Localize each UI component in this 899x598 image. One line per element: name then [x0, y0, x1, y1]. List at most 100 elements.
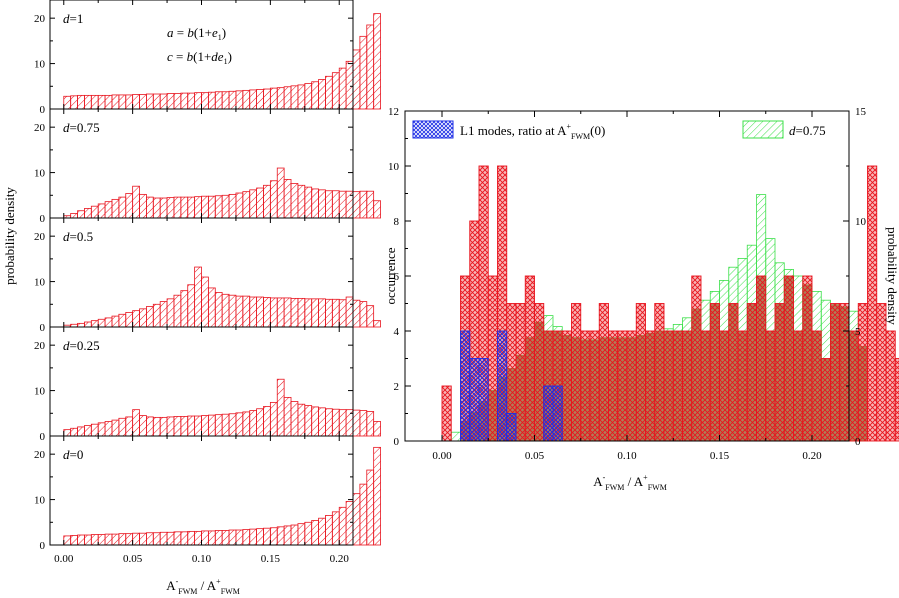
- panel-2-bar: [269, 180, 278, 219]
- panel-4-bar: [207, 414, 216, 437]
- right-y-tick-label: 10: [388, 161, 400, 173]
- panel-3-bar: [331, 298, 340, 328]
- legend-d-075: d=0.75: [742, 120, 826, 139]
- panel-4-bar: [104, 421, 113, 437]
- red-bar: [793, 330, 804, 442]
- panel-2-bar: [221, 194, 230, 219]
- panel-3-bar: [104, 317, 113, 328]
- panel-5-bar: [77, 534, 85, 546]
- panel-5-bar: [139, 532, 147, 546]
- red-bar: [894, 358, 899, 442]
- red-bar: [654, 303, 665, 442]
- panel-2-bar: [325, 190, 333, 219]
- red-bar: [830, 303, 841, 442]
- panel-2-bar: [331, 190, 340, 219]
- panel-3-bar: [187, 284, 196, 328]
- panel-2-bar: [290, 183, 299, 219]
- panel-5-bar: [228, 529, 237, 546]
- panel-1-bar: [235, 90, 244, 110]
- legend-green-label: d=0.75: [789, 123, 826, 138]
- panel-1-bar: [139, 94, 147, 110]
- panel-5-bar: [187, 530, 196, 546]
- red-bar: [848, 330, 859, 442]
- panel-2: 0 10 20 d=0.75: [34, 108, 381, 225]
- panel-3-bar: [373, 320, 381, 328]
- panel-1-bar: [373, 13, 381, 110]
- panel-4-bar: [77, 426, 85, 437]
- panel-3-bar: [118, 313, 127, 328]
- panel-4-bar: [187, 415, 196, 437]
- right-xlabel: A-FWM / A+FWM: [593, 473, 667, 492]
- right-y-tick-label: 2: [394, 381, 400, 393]
- panel-1-bar: [159, 93, 168, 110]
- panel-1-bar: [221, 91, 230, 110]
- panel-4-bar: [359, 410, 368, 437]
- panel-5-bar: [125, 533, 134, 546]
- y-tick-label: 10: [34, 277, 46, 289]
- panel-3-bar: [290, 297, 299, 328]
- panel-5-bar: [290, 524, 299, 546]
- panel-5-bar: [194, 530, 202, 546]
- panel-1-bar: [263, 88, 271, 110]
- panel-5-bar: [269, 527, 278, 546]
- panel-4-bar: [269, 401, 278, 437]
- panel-3-bar: [228, 294, 237, 328]
- panel-4-bar: [263, 406, 271, 437]
- right-y-right-tick-label: 5: [855, 326, 861, 338]
- panel-3: 0 10 20 d=0.5: [34, 217, 381, 334]
- panel-1-bar: [70, 95, 78, 110]
- y-tick-label: 20: [34, 231, 46, 243]
- panel-5-bar: [242, 529, 251, 546]
- y-tick-label: 0: [40, 431, 46, 443]
- left-x-tick-labels: 0.00 0.05 0.10 0.15 0.20: [54, 553, 349, 565]
- right-ylabel-left: occurrence: [383, 247, 398, 304]
- panel-5-bar: [311, 520, 319, 546]
- right-y-tick-label: 12: [388, 106, 399, 118]
- panel-2-bar: [97, 203, 106, 219]
- panel-5-bar: [118, 533, 127, 546]
- panel-3-bar: [207, 287, 216, 328]
- panel-4-bar: [304, 405, 313, 437]
- red-bar: [765, 330, 776, 442]
- panel-3-bar: [283, 297, 292, 328]
- panel-3-bar: [180, 290, 189, 328]
- panel-1-bar: [318, 79, 326, 110]
- panel-2-bar: [263, 184, 271, 219]
- panel-4-bar: [139, 415, 147, 437]
- panel-label: d=0.25: [63, 338, 100, 353]
- panel-1-bar: [269, 87, 278, 110]
- panel-4-bar: [132, 409, 140, 437]
- panel-2-bar: [318, 189, 326, 219]
- red-bar: [589, 330, 600, 442]
- panel-1-bar: [180, 92, 189, 110]
- panel-2-bar: [214, 195, 223, 219]
- panel-5-bar: [331, 511, 340, 546]
- right-y-tick-label: 4: [394, 326, 400, 338]
- panel-4-bar: [276, 378, 285, 437]
- red-bar: [857, 303, 868, 442]
- panel-4-bar: [242, 411, 251, 437]
- panel-3-bar: [159, 301, 168, 328]
- blue-bar: [543, 385, 554, 442]
- panel-1-bar: [290, 85, 299, 110]
- panel-3-bar: [84, 321, 92, 328]
- panel-5-bar: [70, 535, 78, 546]
- red-bar: [515, 303, 526, 442]
- red-bar: [783, 275, 794, 442]
- panel-1-bar: [311, 81, 319, 110]
- y-tick-label: 10: [34, 59, 46, 71]
- panel-3-bar: [249, 296, 257, 328]
- panel-1-bar: [366, 24, 375, 110]
- red-bar: [811, 330, 822, 442]
- panel-5-bar: [249, 528, 257, 546]
- panel-2-bar: [77, 210, 85, 219]
- panel-2-bar: [166, 197, 175, 219]
- panel-1-bar: [152, 93, 161, 110]
- panel-5-bar: [235, 529, 244, 546]
- panel-5-bar: [338, 506, 347, 546]
- right-x-tick-label: 0.15: [710, 450, 730, 462]
- panel-2-bar: [373, 200, 381, 219]
- panel-1-bar: [304, 83, 313, 110]
- panel-3-bar: [263, 297, 271, 328]
- panel-1-bar: [125, 94, 134, 110]
